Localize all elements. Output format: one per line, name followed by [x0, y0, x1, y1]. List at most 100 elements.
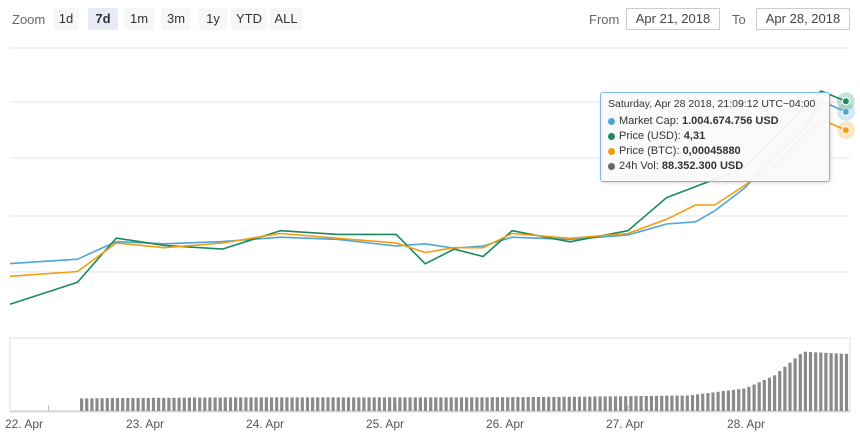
volume-bar: [423, 397, 428, 411]
volume-bar: [382, 397, 387, 411]
volume-bar: [644, 396, 648, 411]
volume-bar: [803, 351, 807, 411]
volume-bar: [495, 397, 499, 411]
volume-bar: [660, 395, 664, 411]
volume-bar: [295, 397, 299, 411]
volume-bar: [275, 397, 279, 411]
from-label: From: [589, 12, 620, 27]
volume-bar: [773, 375, 777, 411]
volume-dot-icon: [608, 162, 615, 170]
volume-bar: [793, 358, 797, 411]
volume-bar: [757, 382, 761, 411]
volume-bar: [208, 397, 212, 411]
zoom-button-7d[interactable]: 7d: [88, 8, 118, 30]
tooltip-value: 0,00045880: [682, 145, 741, 157]
volume-bar: [305, 397, 310, 411]
volume-bar: [131, 398, 135, 411]
volume-bar: [598, 396, 602, 411]
volume-bar: [90, 398, 94, 411]
volume-bar: [752, 384, 756, 411]
volume-bar: [716, 391, 720, 411]
volume-bar: [737, 389, 741, 411]
volume-bar: [80, 398, 84, 411]
volume-bar: [465, 397, 469, 411]
volume-bar: [182, 397, 186, 411]
volume-bar: [557, 396, 561, 411]
tooltip-label: Price (BTC):: [619, 145, 680, 157]
volume-bar: [346, 397, 351, 411]
volume-bar: [829, 353, 833, 411]
tooltip-header: Saturday, Apr 28 2018, 21:09:12 UTC−04:0…: [608, 98, 816, 110]
volume-bar: [824, 352, 828, 411]
volume-bar: [100, 398, 104, 411]
volume-bar: [362, 397, 366, 411]
zoom-button-all[interactable]: ALL: [270, 8, 302, 30]
volume-bar: [444, 397, 448, 411]
volume-bar: [377, 397, 381, 411]
from-date-input[interactable]: Apr 21, 2018: [626, 8, 720, 30]
zoom-button-3m[interactable]: 3m: [161, 8, 191, 30]
volume-bar: [834, 353, 838, 411]
volume-bar: [588, 396, 592, 411]
volume-bar: [321, 397, 325, 411]
zoom-button-1m[interactable]: 1m: [124, 8, 154, 30]
volume-bar: [136, 397, 140, 411]
zoom-button-1y[interactable]: 1y: [199, 8, 227, 30]
volume-bar: [670, 395, 674, 411]
volume-bar: [110, 398, 114, 411]
volume-bar: [511, 397, 515, 411]
volume-bar: [331, 397, 335, 411]
volume-bar: [290, 397, 294, 411]
price-btc-marker: [841, 126, 850, 135]
volume-bar: [675, 395, 679, 411]
volume-bar: [726, 390, 730, 411]
volume-bar: [367, 397, 371, 411]
price-usd-dot-icon: [608, 132, 615, 140]
tooltip-value: 88.352.300 USD: [661, 160, 744, 172]
tooltip-label: 24h Vol:: [619, 160, 659, 172]
volume-bar: [634, 396, 638, 411]
volume-bar: [157, 397, 161, 411]
volume-bar: [162, 397, 166, 411]
volume-bar: [731, 389, 736, 411]
volume-bar: [218, 397, 222, 411]
volume-bar: [701, 393, 705, 411]
zoom-button-1d[interactable]: 1d: [53, 8, 79, 30]
volume-bar: [639, 396, 643, 411]
volume-bar: [526, 397, 530, 411]
zoom-label: Zoom: [12, 12, 46, 27]
volume-bar: [408, 397, 412, 411]
volume-bar: [721, 391, 725, 411]
volume-bar: [603, 396, 607, 411]
volume-bar: [680, 395, 684, 411]
volume-bar: [624, 396, 628, 411]
volume-bar: [372, 397, 376, 411]
zoom-button-ytd[interactable]: YTD: [231, 8, 267, 30]
volume-bar: [608, 396, 612, 411]
volume-bar: [706, 393, 710, 411]
volume-bar: [336, 397, 340, 411]
volume-bar: [244, 397, 248, 411]
volume-bar: [819, 352, 823, 411]
volume-bar: [649, 395, 653, 411]
volume-bar: [172, 397, 176, 411]
volume-bar: [475, 397, 479, 411]
volume-bar: [259, 397, 263, 411]
volume-bar: [788, 362, 792, 411]
volume-bar: [542, 397, 546, 411]
volume-bar: [654, 395, 659, 411]
price-btc-dot-icon: [608, 147, 615, 155]
volume-bar: [783, 366, 787, 411]
volume-bar: [126, 398, 130, 411]
volume-bar: [798, 354, 802, 411]
volume-bar: [696, 394, 700, 411]
tooltip-label: Market Cap:: [619, 115, 679, 127]
volume-bar: [228, 397, 233, 411]
to-date-input[interactable]: Apr 28, 2018: [756, 8, 850, 30]
volume-bar: [239, 397, 243, 411]
chart-tooltip: Saturday, Apr 28 2018, 21:09:12 UTC−04:0…: [600, 92, 830, 182]
volume-bar: [439, 397, 443, 411]
volume-bar: [583, 396, 587, 411]
volume-bar: [454, 397, 458, 411]
